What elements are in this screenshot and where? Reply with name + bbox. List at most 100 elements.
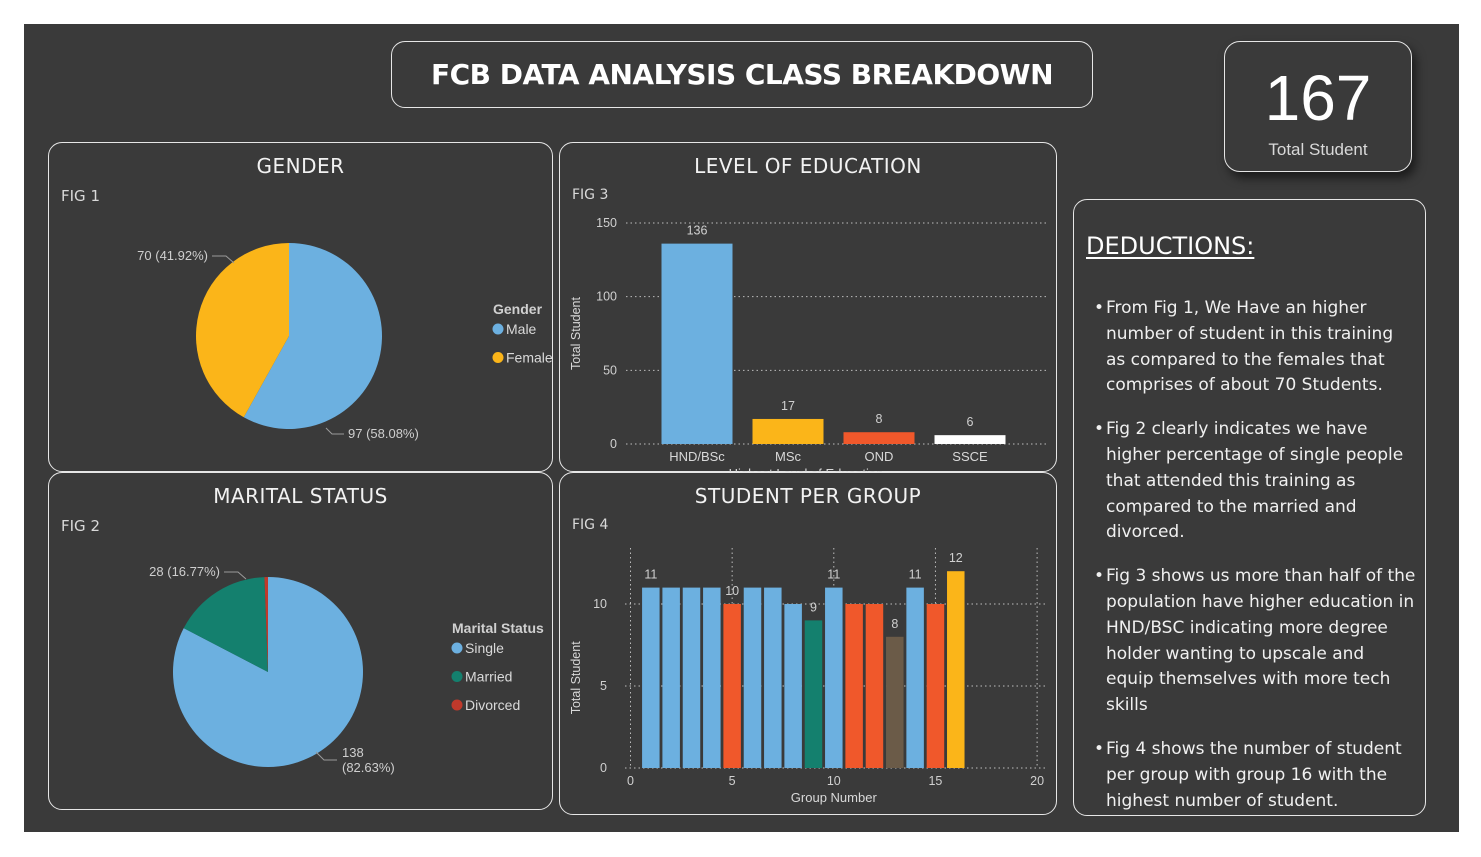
bar-group-13	[885, 636, 904, 768]
x-tick-label: SSCE	[952, 449, 988, 464]
deductions-list: From Fig 1, We Have an higher number of …	[1094, 296, 1416, 832]
bar-group-14	[905, 587, 924, 768]
bar-data-label: 11	[908, 567, 921, 581]
deduction-item: Fig 3 shows us more than half of the pop…	[1094, 564, 1416, 719]
bar-group-4	[702, 587, 721, 768]
legend-title: Gender	[493, 301, 543, 317]
x-tick-label: 20	[1030, 774, 1044, 788]
bar-group-11	[844, 603, 863, 768]
bar-group-9	[804, 619, 822, 768]
bar-group-16	[946, 570, 965, 768]
legend-marker-female	[492, 351, 503, 363]
title-banner: FCB DATA ANALYSIS CLASS BREAKDOWN	[391, 41, 1093, 108]
marital-title: MARITAL STATUS	[213, 484, 388, 508]
y-tick-label: 100	[596, 289, 617, 303]
education-panel: LEVEL OF EDUCATION FIG 3 0 50 100 150 136 HND…	[559, 142, 1057, 472]
data-label-single: (82.63%)	[342, 760, 395, 775]
gender-pie-chart: Male Female Gender 70 (41.92%) 97 (58.08%)	[137, 242, 553, 441]
y-tick-label: 0	[600, 761, 607, 775]
deductions-title: DEDUCTIONS:	[1086, 232, 1255, 260]
bar-group-3	[682, 587, 700, 768]
bar-data-label: 11	[644, 567, 657, 581]
x-tick-label: OND	[864, 449, 893, 464]
x-tick-label: 0	[627, 774, 634, 788]
kpi-value: 167	[1264, 62, 1372, 134]
x-tick-label: 5	[728, 774, 735, 788]
data-label-male: 97 (58.08%)	[348, 426, 419, 441]
group-title: STUDENT PER GROUP	[694, 484, 922, 508]
pie-slice-female	[195, 242, 289, 417]
legend-marker-male	[492, 323, 503, 334]
legend-marker-married	[451, 670, 462, 682]
legend-label-male: Male	[506, 321, 537, 337]
y-axis-title: Total Student	[569, 640, 583, 713]
pie-slice-single	[172, 576, 363, 767]
bar-group-10	[824, 587, 843, 768]
gender-panel: GENDER FIG 1 Male Female Gender 70 (41.92%)…	[48, 142, 553, 472]
education-title: LEVEL OF EDUCATION	[694, 154, 922, 178]
data-label-female: 70 (41.92%)	[137, 248, 208, 263]
bar-group-12	[865, 603, 883, 768]
bar-group-7	[763, 587, 782, 768]
legend-marker-divorced	[451, 699, 462, 710]
y-tick-label: 150	[596, 216, 617, 230]
x-tick-label: 10	[826, 774, 840, 788]
deduction-item: From Fig 1, We Have an higher number of …	[1094, 296, 1416, 399]
bar-data-label: 17	[781, 398, 795, 412]
legend-title: Marital Status	[452, 620, 544, 636]
deduction-item: Fig 4 shows the number of student per gr…	[1094, 737, 1416, 814]
bar-group-1	[641, 587, 660, 768]
deductions-panel: DEDUCTIONS: From Fig 1, We Have an highe…	[1073, 199, 1426, 816]
bar-data-label: 11	[827, 567, 840, 581]
y-tick-label: 50	[603, 363, 617, 377]
legend-label-single: Single	[465, 640, 504, 656]
legend-label-married: Married	[465, 668, 512, 684]
y-tick-label: 10	[593, 597, 607, 611]
bar-data-label: 8	[891, 616, 898, 630]
kpi-card: 167 Total Student	[1224, 41, 1412, 172]
fig-3-label: FIG 3	[572, 187, 609, 203]
bar-group-6	[743, 587, 761, 768]
marital-panel: MARITAL STATUS FIG 2 Single Married Divorc…	[48, 472, 553, 810]
bar-data-label: 9	[809, 600, 816, 614]
data-label-leader	[211, 255, 234, 263]
bar-data-label: 6	[966, 415, 973, 429]
y-axis-title: Total Student	[569, 296, 583, 369]
bar-data-label: 136	[686, 223, 707, 237]
dashboard-canvas: FCB DATA ANALYSIS CLASS BREAKDOWN 167 To…	[24, 24, 1459, 832]
y-tick-label: 5	[600, 679, 607, 693]
page-title: FCB DATA ANALYSIS CLASS BREAKDOWN	[430, 58, 1054, 91]
kpi-label: Total Student	[1268, 140, 1368, 159]
data-label-leader	[315, 751, 337, 760]
pie-slice-male	[243, 242, 382, 429]
x-tick-label: MSc	[775, 449, 802, 464]
data-label-leader	[325, 427, 344, 434]
legend-label-female: Female	[506, 349, 553, 365]
bar-group-15	[926, 603, 944, 768]
gender-title: GENDER	[256, 154, 345, 178]
data-label-single: 138	[342, 745, 364, 760]
x-axis-title: Group Number	[790, 790, 877, 805]
legend-marker-single	[451, 642, 462, 653]
bar-group-8	[783, 603, 802, 768]
bar-ssce	[934, 434, 1005, 444]
fig-1-label: FIG 1	[61, 187, 100, 205]
pie-slice-divorced	[263, 576, 268, 672]
deduction-item: Fig 2 clearly indicates we have higher p…	[1094, 417, 1416, 546]
bar-ond	[843, 431, 914, 444]
x-axis-title: Highest Level of Education	[728, 466, 883, 472]
bar-data-label: 10	[725, 584, 739, 598]
bar-msc	[752, 418, 823, 444]
data-label-married: 28 (16.77%)	[149, 564, 220, 579]
bar-data-label: 8	[875, 412, 882, 426]
bar-group-2	[661, 587, 680, 768]
group-bar-chart: 0 5 10 0 5 10 15 20 11 10 9 11 8 11 12 Group Number Tota…	[569, 547, 1045, 805]
education-bar-chart: 0 50 100 150 136 HND/BSc 17 MSc 8 OND 6 SSCE Highest…	[569, 216, 1046, 472]
bar-data-label: 12	[948, 551, 962, 565]
x-tick-label: HND/BSc	[669, 449, 725, 464]
fig-4-label: FIG 4	[572, 517, 609, 533]
bar-hnd-bsc	[661, 243, 732, 444]
data-label-leader	[223, 571, 246, 579]
bar-group-5	[722, 603, 741, 768]
marital-pie-chart: Single Married Divorced Marital Status 28 (1…	[149, 564, 544, 775]
